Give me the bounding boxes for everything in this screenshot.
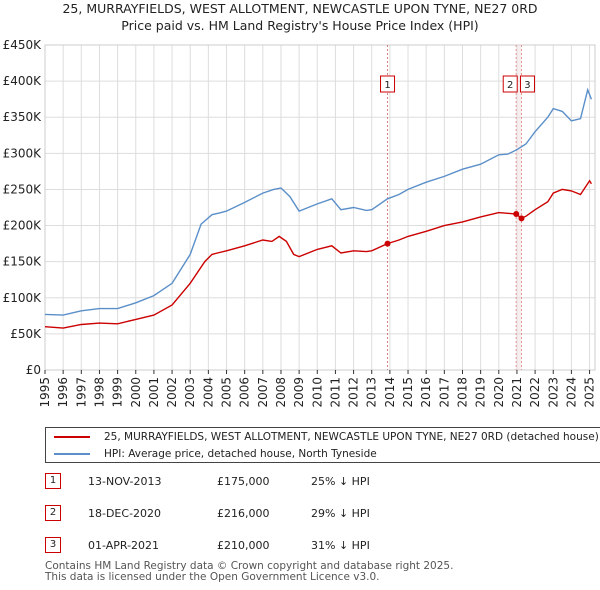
plot-background (45, 45, 595, 370)
x-tick-label: 2013 (365, 377, 379, 408)
sale-point (384, 240, 391, 247)
sale-price: £175,000 (217, 475, 270, 488)
y-tick-label: £300K (3, 146, 43, 160)
marker-label-text: 1 (384, 80, 390, 91)
y-tick-label: £100K (3, 291, 43, 305)
x-tick-label: 2001 (147, 377, 161, 408)
sale-row: 2 18-DEC-2020 £216,000 29% ↓ HPI (45, 505, 405, 525)
legend-label-hpi: HPI: Average price, detached house, Nort… (104, 448, 377, 460)
y-tick-label: £0 (26, 363, 41, 377)
chart-title-block: 25, MURRAYFIELDS, WEST ALLOTMENT, NEWCAS… (0, 0, 600, 34)
sale-markers (387, 45, 522, 370)
x-tick-label: 2018 (455, 377, 469, 408)
y-tick-label: £50K (10, 327, 42, 341)
legend-label-property: 25, MURRAYFIELDS, WEST ALLOTMENT, NEWCAS… (104, 431, 599, 443)
sale-hpi-diff: 31% ↓ HPI (311, 539, 370, 552)
x-tick-label: 2000 (129, 377, 143, 408)
chart-subtitle: Price paid vs. HM Land Registry's House … (121, 18, 479, 33)
marker-label-box (519, 75, 535, 93)
y-axis: £0 £50K £100K £150K £200K £250K £300K £350K £400… (3, 38, 43, 377)
legend-swatch-red (54, 436, 90, 438)
x-tick-label: 2011 (328, 377, 342, 408)
series-lines (44, 87, 593, 329)
x-tick-label: 2021 (510, 377, 524, 408)
x-tick-label: 2009 (292, 377, 306, 408)
sale-number-badge: 1 (45, 473, 61, 489)
hpi-line (44, 87, 593, 316)
x-tick-label: 1995 (38, 377, 52, 408)
x-tick-label: 2008 (274, 377, 288, 408)
marker-label-text: 3 (524, 80, 530, 91)
sale-date: 13-NOV-2013 (88, 475, 162, 488)
x-tick-label: 2005 (220, 377, 234, 408)
y-tick-label: £150K (3, 255, 43, 269)
x-tick-label: 2019 (474, 377, 488, 408)
x-tick-label: 2002 (165, 377, 179, 408)
sale-price: £210,000 (217, 539, 270, 552)
x-tick-label: 1999 (111, 377, 125, 408)
y-tick-label: £250K (3, 182, 43, 196)
footer: Contains HM Land Registry data © Crown c… (45, 561, 453, 583)
sale-hpi-diff: 29% ↓ HPI (311, 507, 370, 520)
x-tick-label: 2003 (183, 377, 197, 408)
y-tick-label: £350K (3, 110, 43, 124)
sale-number-badge: 3 (45, 537, 61, 553)
x-tick-label: 2017 (437, 377, 451, 408)
marker-label-text: 2 (507, 80, 513, 91)
x-tick-label: 2016 (419, 377, 433, 408)
plot-frame (44, 44, 596, 371)
chart-title: 25, MURRAYFIELDS, WEST ALLOTMENT, NEWCAS… (62, 1, 538, 16)
x-tick-label: 2025 (583, 377, 597, 408)
sale-number-badge: 2 (45, 505, 61, 521)
y-tick-label: £200K (3, 219, 43, 233)
sale-row: 1 13-NOV-2013 £175,000 25% ↓ HPI (45, 473, 405, 493)
legend-swatch-blue (54, 453, 90, 455)
y-tick-label: £450K (3, 38, 43, 52)
x-tick-label: 2012 (347, 377, 361, 408)
x-tick-label: 2015 (401, 377, 415, 408)
sale-point (518, 215, 525, 222)
price-chart: £0 £50K £100K £150K £200K £250K £300K £350K £400… (3, 38, 597, 408)
footer-copyright: Contains HM Land Registry data © Crown c… (45, 560, 454, 572)
y-tick-label: £400K (3, 74, 43, 88)
x-tick-label: 2010 (310, 377, 324, 408)
sale-marker-band (516, 45, 522, 370)
x-tick-label: 2024 (564, 377, 578, 408)
footer-licence: This data is licensed under the Open Gov… (45, 571, 380, 583)
legend-item-hpi: HPI: Average price, detached house, Nort… (54, 446, 377, 462)
legend: 25, MURRAYFIELDS, WEST ALLOTMENT, NEWCAS… (45, 427, 600, 463)
x-tick-label: 1997 (74, 377, 88, 408)
property-price-line (44, 179, 592, 329)
x-tick-label: 1998 (92, 377, 106, 408)
x-tick-label: 2014 (383, 377, 397, 408)
grid (44, 44, 596, 371)
marker-label-box (380, 75, 396, 93)
x-tick-label: 1996 (56, 377, 70, 408)
sale-point (513, 211, 520, 217)
x-tick-label: 2007 (256, 377, 270, 408)
sale-price: £216,000 (217, 507, 270, 520)
sale-date: 01-APR-2021 (88, 539, 160, 552)
sale-hpi-diff: 25% ↓ HPI (311, 475, 370, 488)
sale-date: 18-DEC-2020 (88, 507, 162, 520)
x-tick-label: 2006 (238, 377, 252, 408)
x-tick-label: 2004 (201, 377, 215, 408)
x-axis: 1995 1996 1997 1998 1999 2000 2001 2002 2003 2004… (38, 370, 597, 408)
x-tick-label: 2022 (528, 377, 542, 408)
sale-row: 3 01-APR-2021 £210,000 31% ↓ HPI (45, 537, 405, 557)
legend-item-property: 25, MURRAYFIELDS, WEST ALLOTMENT, NEWCAS… (54, 429, 599, 445)
x-tick-label: 2020 (492, 377, 506, 408)
x-tick-label: 2023 (546, 377, 560, 408)
marker-label-box (502, 75, 518, 93)
